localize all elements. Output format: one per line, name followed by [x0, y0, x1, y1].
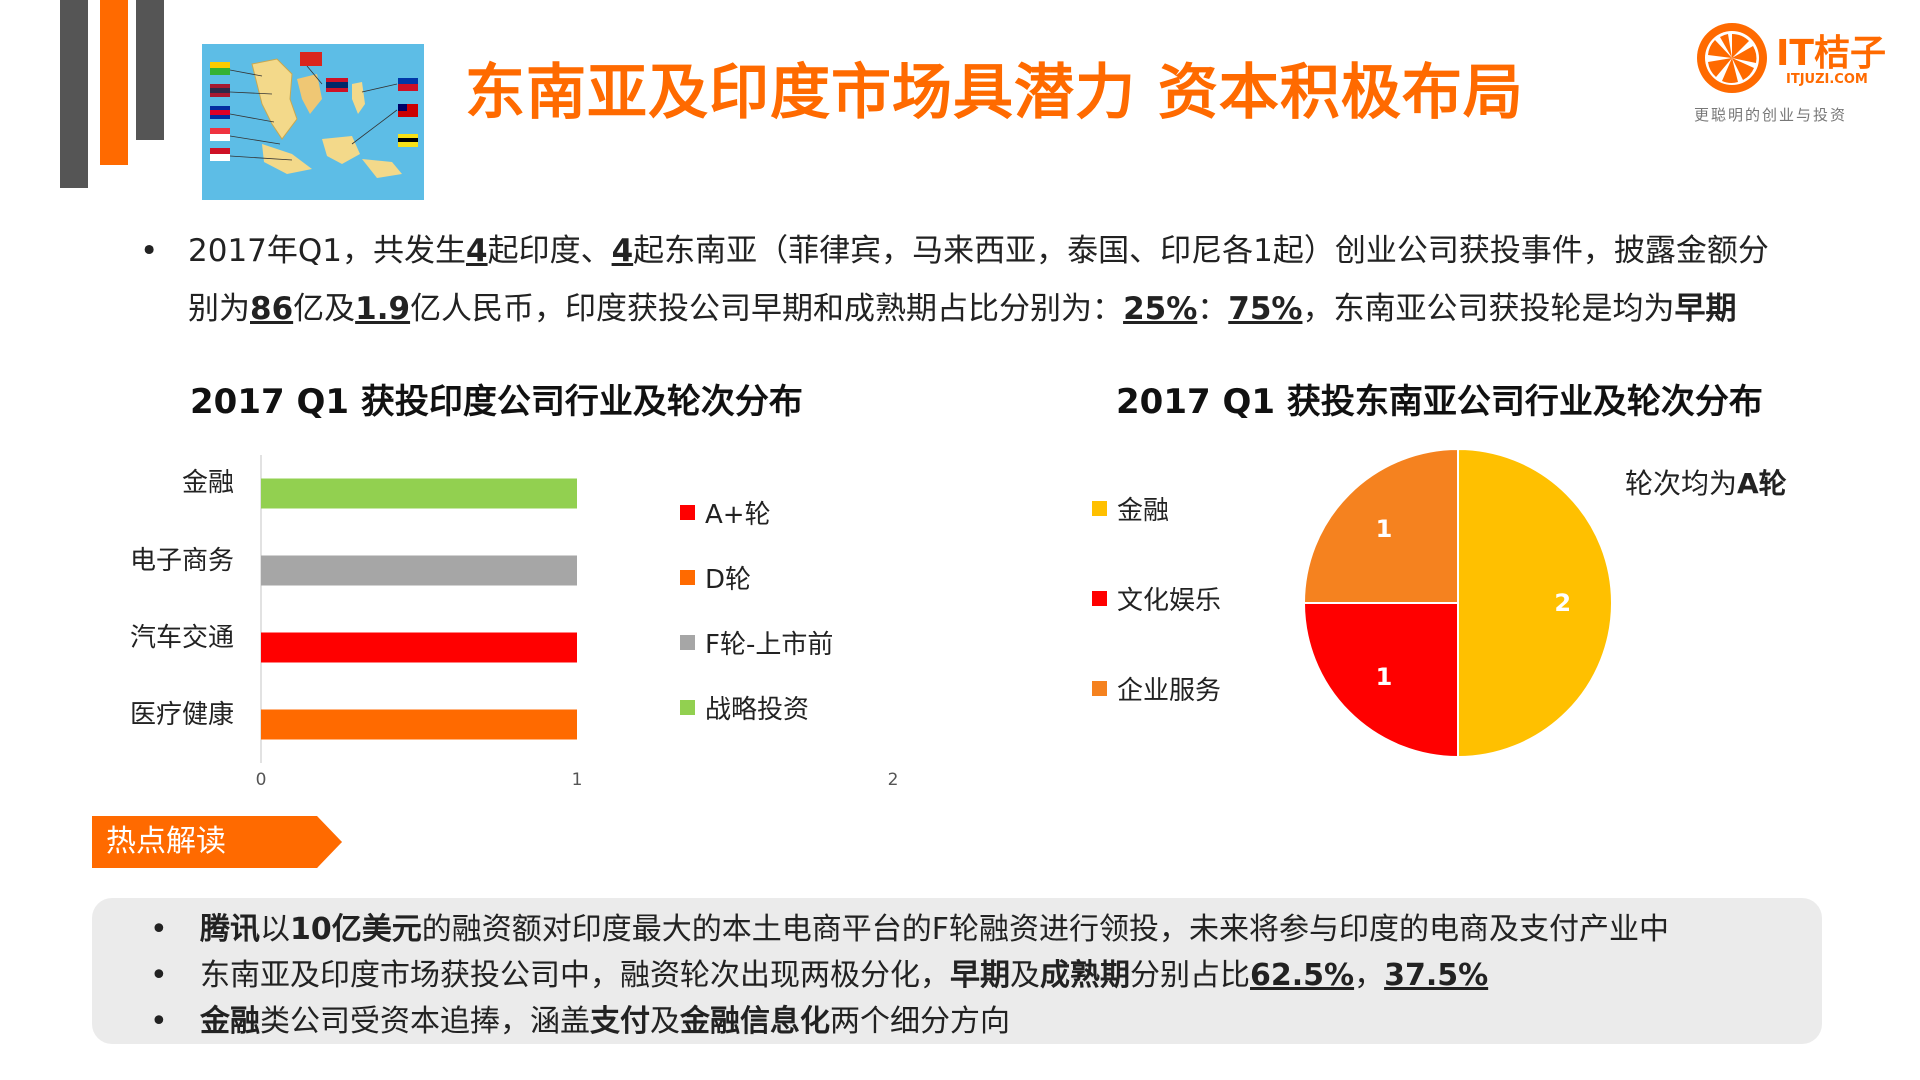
- x-tick-label: 0: [255, 770, 267, 790]
- summary-part: 起东南亚（菲律宾，马来西亚，泰国、印尼各1起）创业公司获投事件，披露金额分: [633, 233, 1769, 269]
- legend-label: 文化娱乐: [1117, 586, 1222, 616]
- bar-0: [261, 478, 577, 509]
- page-title: 东南亚及印度市场具潜力 资本积极布局: [465, 58, 1524, 128]
- legend-item-strategic: 战略投资: [680, 689, 809, 726]
- legend-item-culture: 文化娱乐: [1092, 580, 1221, 617]
- legend-label: 金融: [1117, 496, 1170, 526]
- itjuzi-logo: IT桔子 ITJUZI.COM 更聪明的创业与投资: [1694, 20, 1904, 130]
- decor-bar-gray-2: [136, 0, 164, 140]
- hotspot-text: 东南亚及印度市场获投公司中，融资轮次出现两极分化，: [200, 958, 950, 993]
- pie-annotation-round: A轮: [1737, 467, 1787, 500]
- summary-part: ：: [1197, 291, 1229, 327]
- pie-data-label-2: 1: [1376, 515, 1393, 543]
- legend-item-a-plus: A+轮: [680, 494, 771, 531]
- hotspot-line-1: • 腾讯以10亿美元的融资额对印度最大的本土电商平台的F轮融资进行领投，未来将参与…: [150, 904, 1669, 948]
- hotspot-text: 及: [1010, 958, 1040, 993]
- hotspot-text: 金融信息化: [680, 1004, 830, 1039]
- hotspot-line-3: • 金融类公司受资本追捧，涵盖支付及金融信息化两个细分方向: [150, 996, 1010, 1040]
- hotspot-text: 支付: [590, 1004, 650, 1039]
- legend-swatch: [1092, 681, 1107, 696]
- legend-item-finance: 金融: [1092, 490, 1169, 527]
- summary-paragraph: • 2017年Q1，共发生4起印度、4起东南亚（菲律宾，马来西亚，泰国、印尼各1…: [140, 222, 1840, 338]
- summary-part: 亿及: [293, 291, 356, 327]
- legend-label: 战略投资: [705, 695, 810, 725]
- legend-item-d: D轮: [680, 559, 751, 596]
- category-label: 电子商务: [129, 546, 234, 576]
- india-chart-title: 2017 Q1 获投印度公司行业及轮次分布: [190, 382, 803, 422]
- summary-india-amount: 86: [250, 291, 294, 327]
- category-label: 金融: [181, 468, 234, 498]
- summary-early-pct: 25%: [1123, 291, 1198, 327]
- summary-sea-amount: 1.9: [355, 291, 411, 327]
- category-label: 医疗健康: [129, 700, 234, 730]
- legend-label: D轮: [705, 565, 752, 595]
- decor-bar-orange: [100, 0, 128, 165]
- legend-swatch: [680, 635, 695, 650]
- hotspot-text: 10亿美元: [290, 912, 422, 947]
- legend-swatch: [680, 700, 695, 715]
- summary-part: 别为: [188, 291, 250, 327]
- x-tick-label: 2: [887, 770, 899, 790]
- hotspot-text: 分别占比: [1130, 958, 1250, 993]
- hotspot-text: ，: [1354, 958, 1385, 993]
- hotspot-text: 62.5%: [1250, 958, 1355, 993]
- logo-slogan: 更聪明的创业与投资: [1694, 106, 1848, 124]
- bar-3: [261, 709, 577, 740]
- pie-annotation: 轮次均为A轮: [1625, 462, 1787, 502]
- hotspot-text: 以: [260, 912, 290, 947]
- hotspot-bullet: •: [150, 958, 168, 993]
- hotspot-line-2: • 东南亚及印度市场获投公司中，融资轮次出现两极分化，早期及成熟期分别占比62.5…: [150, 950, 1488, 994]
- sea-chart-title: 2017 Q1 获投东南亚公司行业及轮次分布: [1116, 382, 1763, 422]
- hotspot-bullet: •: [150, 1004, 168, 1039]
- hotspot-text: 两个细分方向: [830, 1004, 1010, 1039]
- summary-mature-pct: 75%: [1228, 291, 1303, 327]
- pie-slice-1: [1302, 602, 1459, 759]
- summary-bullet: •: [140, 233, 159, 269]
- summary-india-count: 4: [466, 233, 488, 269]
- legend-swatch: [1092, 501, 1107, 516]
- bar-2: [261, 632, 577, 663]
- logo-name: IT桔子: [1776, 33, 1886, 74]
- orange-slice-icon: [1697, 23, 1767, 93]
- pie-annotation-text: 轮次均为: [1625, 467, 1738, 500]
- summary-part: ，东南亚公司获投轮是均为: [1302, 291, 1675, 327]
- legend-item-enterprise: 企业服务: [1092, 670, 1221, 707]
- legend-label: A+轮: [705, 500, 771, 530]
- hotspot-text: 早期: [950, 958, 1010, 993]
- hotspot-text: 类公司受资本追捧，涵盖: [260, 1004, 590, 1039]
- summary-stage: 早期: [1674, 291, 1737, 327]
- hotspot-text: 腾讯: [200, 912, 260, 947]
- southeast-asia-map-image: [202, 44, 424, 200]
- legend-swatch: [680, 570, 695, 585]
- legend-swatch: [1092, 591, 1107, 606]
- summary-part: 亿人民币，印度获投公司早期和成熟期占比分别为：: [410, 291, 1124, 327]
- pie-data-label-0: 2: [1554, 589, 1571, 617]
- legend-label: 企业服务: [1117, 676, 1222, 706]
- hotspot-text: 的融资额对印度最大的本土电商平台的F轮融资进行领投，未来将参与印度的电商及支付产…: [421, 912, 1670, 947]
- hotspot-text: 成熟期: [1040, 958, 1130, 993]
- category-label: 汽车交通: [129, 623, 234, 653]
- pie-slice-0: [1457, 447, 1613, 759]
- hotspot-bullet: •: [150, 912, 168, 947]
- legend-label: F轮-上市前: [705, 630, 834, 660]
- pie-data-label-1: 1: [1376, 663, 1393, 691]
- summary-part: 2017年Q1，共发生: [188, 233, 467, 269]
- hotspot-text: 及: [650, 1004, 680, 1039]
- pie-slice-2: [1302, 447, 1459, 604]
- legend-swatch: [680, 505, 695, 520]
- hotspot-text: 金融: [200, 1004, 260, 1039]
- summary-sea-count: 4: [611, 233, 634, 269]
- hotspot-box: [92, 898, 1822, 1044]
- decor-bar-gray-1: [60, 0, 88, 188]
- bar-1: [261, 555, 577, 586]
- hotspot-tag: 热点解读: [92, 816, 342, 868]
- summary-part: 起印度、: [487, 233, 612, 269]
- x-tick-label: 1: [571, 770, 583, 790]
- hotspot-text: 37.5%: [1384, 958, 1489, 993]
- legend-item-f-preipo: F轮-上市前: [680, 624, 833, 661]
- summary-text: 2017年Q1，共发生4起印度、4起东南亚（菲律宾，马来西亚，泰国、印尼各1起）…: [188, 222, 1840, 338]
- logo-domain: ITJUZI.COM: [1786, 72, 1868, 87]
